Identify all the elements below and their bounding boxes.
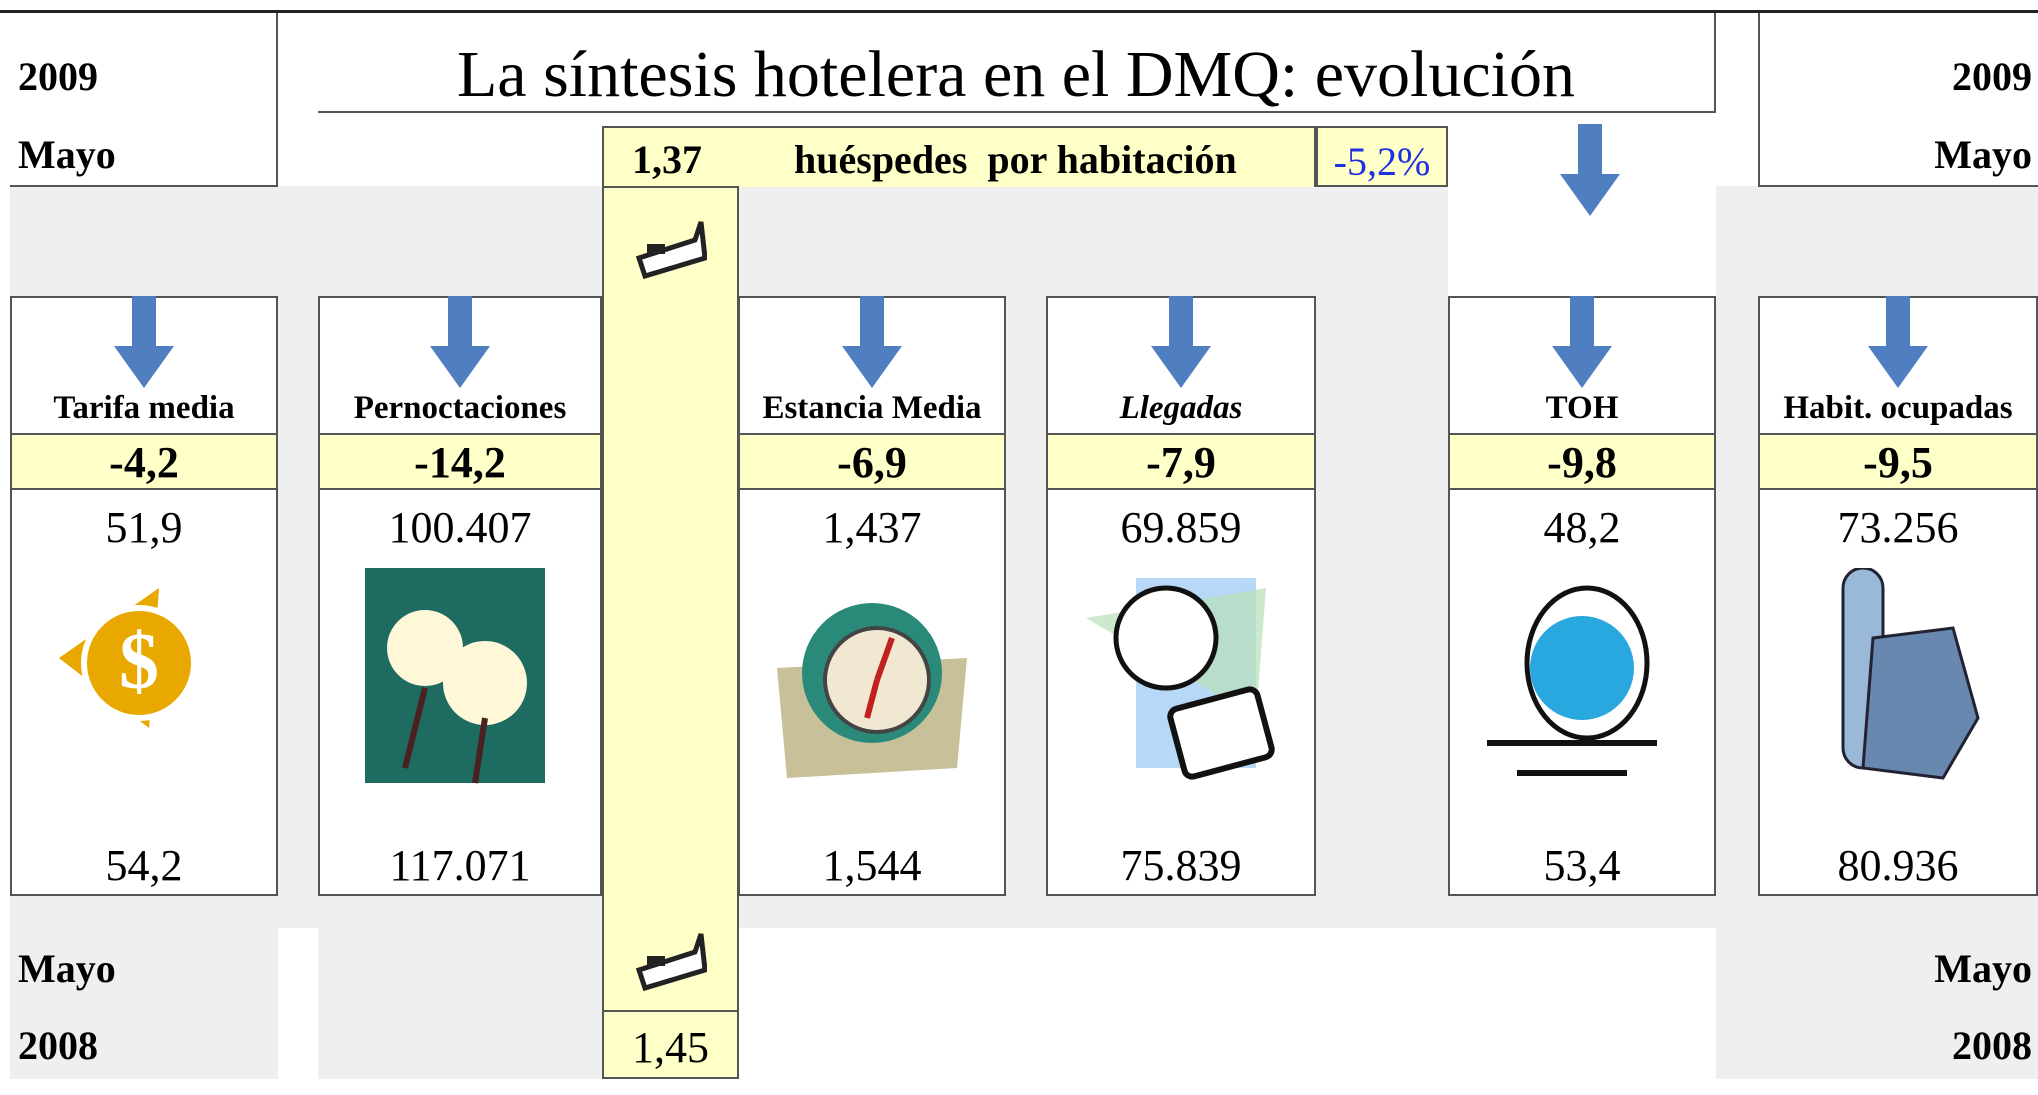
bed-icon [635,218,707,280]
card-label: Pernoctaciones [318,390,602,427]
illustration [1803,568,2003,788]
card-change: -14,2 [320,435,600,490]
right-box: 2009 Mayo [1758,13,2038,187]
bed-icon [635,930,707,992]
card-icon [1487,568,1687,788]
card-previous: 54,2 [10,840,278,891]
card-current: 1,437 [738,502,1006,553]
card-icon [365,568,565,788]
year: 2009 [1952,53,2032,100]
guests-change: -5,2% [1316,126,1448,187]
card-label: Llegadas [1046,390,1316,427]
card-current: 48,2 [1448,502,1716,553]
arrow [112,296,176,390]
card-change: -6,9 [740,435,1004,490]
arrow [1866,296,1930,390]
card-current: 69.859 [1046,502,1316,553]
guests-label: huéspedes por habitación [794,136,1237,183]
card-current: 51,9 [10,502,278,553]
card-previous: 53,4 [1448,840,1716,891]
illustration: $ [49,568,249,788]
month: Mayo [1934,131,2032,178]
card-label: Tarifa media [10,390,278,427]
card-previous: 80.936 [1758,840,2038,891]
illustration [1487,568,1687,788]
card-change: -7,9 [1048,435,1314,490]
arrow [428,296,492,390]
card-previous: 75.839 [1046,840,1316,891]
left-box: 2009 Mayo [10,13,278,187]
illustration [365,568,565,788]
month: Mayo [1934,945,2032,992]
year: 2008 [1952,1022,2032,1069]
card-change: -4,2 [12,435,276,490]
arrow [840,296,904,390]
guests-bar: 1,37 huéspedes por habitación [602,126,1316,187]
guests-previous: 1,45 [602,1010,739,1079]
background [10,186,2038,928]
page: 2009 Mayo Mayo 2008 La síntesis hotelera… [0,0,2038,1095]
arrow-icon [1558,124,1622,218]
guests-current: 1,37 [632,136,702,183]
card-label: Estancia Media [738,390,1006,427]
arrow [1550,296,1614,390]
arrow-icon [840,296,904,390]
illustration [1086,568,1286,788]
card-previous: 1,544 [738,840,1006,891]
card-label: Habit. ocupadas [1758,390,2038,427]
arrow [1149,296,1213,390]
month: Mayo [18,131,116,178]
arrow-icon [1550,296,1614,390]
year: 2008 [18,1022,98,1069]
title-box: La síntesis hotelera en el DMQ: evolució… [318,13,1716,113]
card-icon [1803,568,2003,788]
card-icon [777,568,977,788]
arrow-icon [1866,296,1930,390]
card-icon [1086,568,1286,788]
arrow-icon [1149,296,1213,390]
card-icon: $ [49,568,249,788]
card-current: 100.407 [318,502,602,553]
year: 2009 [18,53,98,100]
card-previous: 117.071 [318,840,602,891]
arrow-icon [428,296,492,390]
card-change: -9,8 [1450,435,1714,490]
card-current: 73.256 [1758,502,2038,553]
svg-text:$: $ [119,618,159,706]
month: Mayo [18,945,116,992]
arrow-icon [112,296,176,390]
card-label: TOH [1448,390,1716,427]
illustration [777,568,977,788]
card-change: -9,5 [1760,435,2036,490]
